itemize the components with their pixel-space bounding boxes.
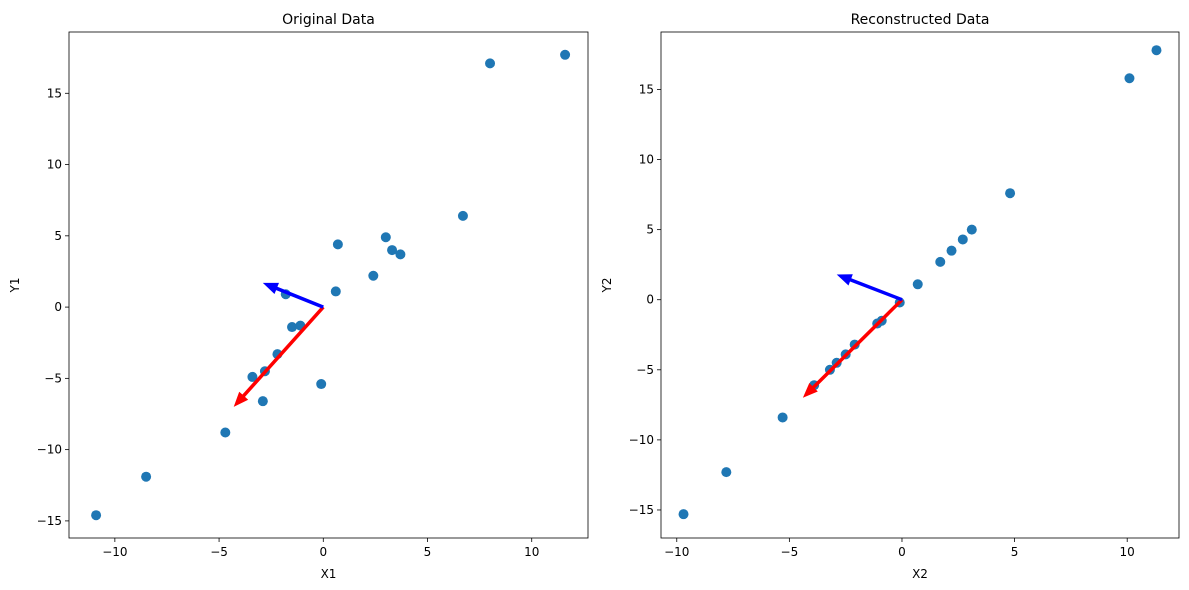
plot-area	[69, 32, 588, 538]
chart-title: Reconstructed Data	[851, 12, 990, 28]
y-tick-label: 0	[54, 300, 62, 314]
x-tick-label: 0	[319, 545, 327, 559]
axes-frame	[660, 31, 1180, 539]
chart-title: Original Data	[282, 12, 375, 28]
scatter-point	[332, 239, 343, 250]
y-tick-label: 5	[54, 229, 62, 243]
scatter-point	[395, 249, 406, 260]
scatter-point	[368, 270, 379, 281]
scatter-point	[485, 58, 496, 69]
x-tick-label: −5	[781, 545, 799, 559]
x-tick-label: 10	[524, 545, 539, 559]
x-tick-label: 0	[898, 545, 906, 559]
scatter-point	[560, 49, 571, 60]
scatter-point	[777, 412, 788, 423]
scatter-point	[141, 471, 152, 482]
scatter-point	[721, 467, 732, 478]
scatter-point	[316, 379, 327, 390]
chart-panel-2: Reconstructed Data −10 −5 0 5 10 −15 −10 −5 0 5 10 1…	[600, 12, 1180, 581]
axes-frame	[68, 31, 589, 539]
scatter-point	[380, 232, 391, 243]
chart-panel-1: Original Data −10 −5 0 5 10 −15 −10 −5 0 5 10 15 X1 Y1	[8, 12, 589, 581]
y-axis-label: Y1	[8, 278, 22, 294]
blue-vector-arrow	[836, 274, 903, 302]
x-tick-label: 10	[1120, 545, 1135, 559]
y-axis-label: Y2	[600, 278, 614, 294]
scatter-point	[935, 256, 946, 267]
x-tick-label: −5	[210, 545, 228, 559]
scatter-point	[1005, 188, 1016, 199]
scatter-point	[387, 245, 398, 256]
scatter-point	[966, 224, 977, 235]
y-tick-label: 15	[47, 86, 62, 100]
scatter-point	[457, 210, 468, 221]
y-tick-label: −10	[629, 433, 654, 447]
x-tick-label: −10	[664, 545, 689, 559]
y-tick-label: −10	[37, 443, 62, 457]
x-axis-label: X1	[321, 567, 337, 581]
y-tick-label: 10	[639, 153, 654, 167]
red-vector-arrow	[233, 305, 325, 407]
x-tick-label: 5	[1011, 545, 1019, 559]
scatter-point	[247, 371, 258, 382]
y-tick-label: 15	[639, 82, 654, 96]
scatter-point	[257, 396, 268, 407]
scatter-point	[330, 286, 341, 297]
scatter-point	[678, 509, 689, 520]
x-tick-label: −10	[102, 545, 127, 559]
x-tick-label: 5	[424, 545, 432, 559]
y-tick-label: −5	[636, 363, 654, 377]
x-axis-label: X2	[912, 567, 928, 581]
blue-vector-arrow	[262, 282, 324, 309]
scatter-point	[957, 234, 968, 245]
scatter-point	[1124, 73, 1135, 84]
scatter-point	[220, 427, 231, 438]
y-tick-label: 5	[646, 223, 654, 237]
y-tick-label: −15	[629, 503, 654, 517]
y-tick-label: −5	[44, 371, 62, 385]
y-tick-label: 0	[646, 293, 654, 307]
y-tick-label: −15	[37, 514, 62, 528]
y-tick-label: 10	[47, 158, 62, 172]
red-vector-arrow	[802, 298, 904, 398]
scatter-point	[1151, 45, 1162, 56]
scatter-point	[912, 279, 923, 290]
scatter-point	[287, 322, 298, 333]
scatter-point	[946, 245, 957, 256]
scatter-point	[91, 510, 102, 521]
